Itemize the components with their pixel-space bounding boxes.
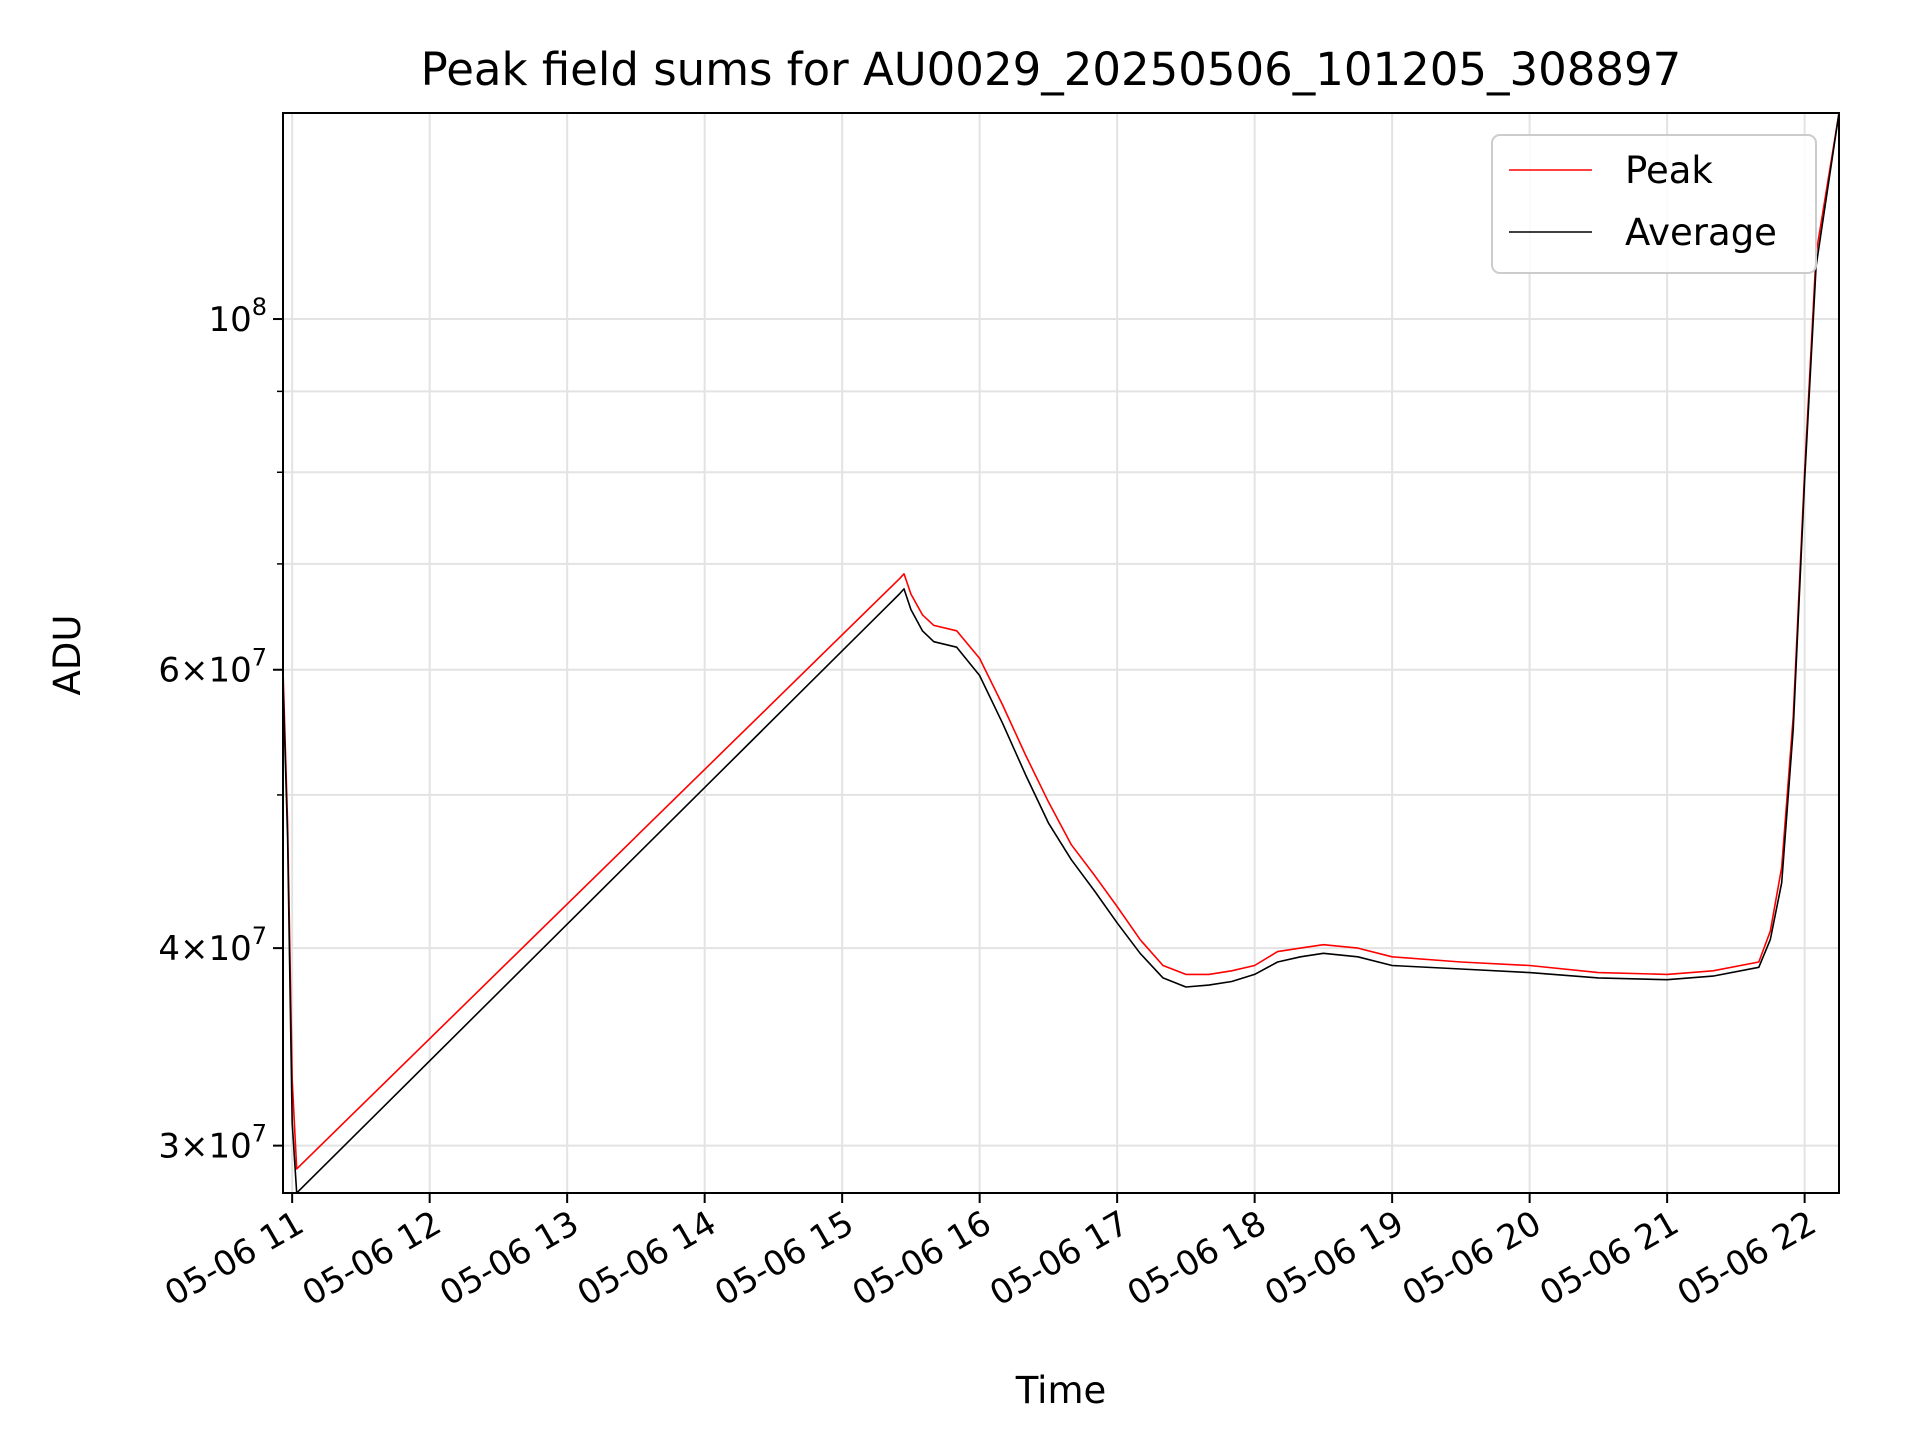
y-tick-times: ×10: [180, 929, 252, 969]
chart-title: Peak field sums for AU0029_20250506_1012…: [421, 43, 1682, 96]
legend-label-peak: Peak: [1625, 149, 1713, 192]
y-tick-label: 4×107: [158, 922, 267, 969]
y-tick-exponent: 7: [252, 1120, 267, 1148]
grid: [283, 113, 1839, 1193]
legend-label-average: Average: [1625, 211, 1777, 254]
y-tick-label: 6×107: [158, 644, 267, 691]
y-tick-mantissa: 3: [158, 1127, 180, 1167]
y-tick-label: 3×107: [158, 1120, 267, 1167]
y-tick-exponent: 8: [252, 293, 267, 321]
plot-area: [282, 112, 1840, 1194]
y-tick-base: 10: [208, 300, 251, 340]
y-tick-exponent: 7: [252, 644, 267, 672]
x-axis-label: Time: [1015, 1369, 1107, 1412]
plot-frame: [282, 112, 1840, 1194]
plot-background: [283, 113, 1839, 1193]
y-tick-mantissa: 6: [158, 651, 180, 691]
series-line-average: [283, 113, 1839, 1193]
y-tick-label: 108: [208, 293, 267, 340]
series-layer: [283, 113, 1839, 1193]
y-axis-label: ADU: [46, 615, 89, 696]
legend: Peak Average: [1491, 134, 1817, 274]
y-tick-exponent: 7: [252, 922, 267, 950]
y-tick-times: ×10: [180, 1127, 252, 1167]
y-tick-times: ×10: [180, 651, 252, 691]
y-tick-mantissa: 4: [158, 929, 180, 969]
series-line-peak: [283, 113, 1839, 1170]
